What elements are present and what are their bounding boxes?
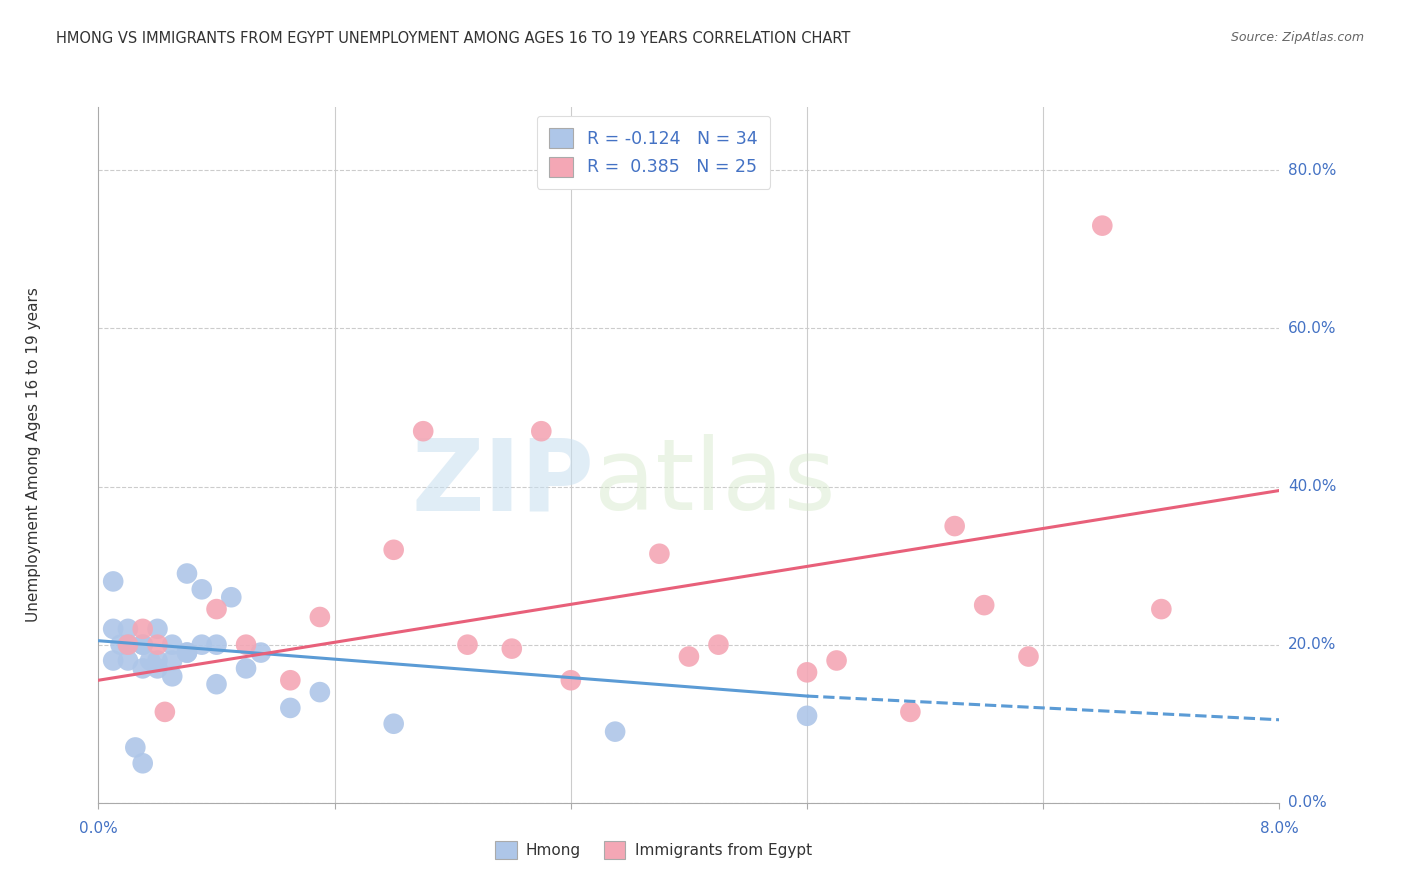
Point bbox=[382, 716, 405, 731]
Point bbox=[308, 685, 332, 699]
Point bbox=[117, 622, 139, 636]
Point bbox=[943, 519, 966, 533]
Text: 0.0%: 0.0% bbox=[79, 822, 118, 837]
Point bbox=[278, 673, 301, 688]
Point bbox=[605, 724, 627, 739]
Point bbox=[146, 638, 169, 652]
Point bbox=[205, 677, 228, 691]
Text: 8.0%: 8.0% bbox=[1260, 822, 1299, 837]
Point bbox=[412, 424, 434, 438]
Point bbox=[117, 653, 139, 667]
Point bbox=[648, 547, 671, 561]
Point bbox=[162, 653, 183, 667]
Point bbox=[308, 610, 332, 624]
Point bbox=[205, 602, 228, 616]
Text: HMONG VS IMMIGRANTS FROM EGYPT UNEMPLOYMENT AMONG AGES 16 TO 19 YEARS CORRELATIO: HMONG VS IMMIGRANTS FROM EGYPT UNEMPLOYM… bbox=[56, 31, 851, 46]
Point bbox=[530, 424, 553, 438]
Point bbox=[132, 638, 155, 652]
Point bbox=[898, 705, 921, 719]
Point bbox=[796, 665, 818, 680]
Text: 80.0%: 80.0% bbox=[1288, 163, 1336, 178]
Point bbox=[1017, 649, 1039, 664]
Point bbox=[235, 638, 257, 652]
Point bbox=[146, 653, 169, 667]
Point bbox=[103, 574, 124, 589]
Point bbox=[219, 591, 242, 605]
Point bbox=[191, 638, 214, 652]
Point bbox=[176, 646, 198, 660]
Point bbox=[382, 542, 405, 557]
Point bbox=[162, 669, 183, 683]
Point bbox=[235, 661, 257, 675]
Point bbox=[176, 646, 198, 660]
Legend: Hmong, Immigrants from Egypt: Hmong, Immigrants from Egypt bbox=[489, 835, 818, 864]
Point bbox=[191, 582, 214, 597]
Point bbox=[250, 646, 273, 660]
Point bbox=[176, 566, 198, 581]
Point bbox=[117, 638, 139, 652]
Point bbox=[205, 638, 228, 652]
Text: ZIP: ZIP bbox=[412, 434, 595, 532]
Point bbox=[139, 653, 162, 667]
Text: 20.0%: 20.0% bbox=[1288, 637, 1336, 652]
Point bbox=[132, 661, 155, 675]
Point bbox=[117, 638, 139, 652]
Text: 40.0%: 40.0% bbox=[1288, 479, 1336, 494]
Point bbox=[1091, 219, 1114, 233]
Point bbox=[1150, 602, 1173, 616]
Text: Unemployment Among Ages 16 to 19 years: Unemployment Among Ages 16 to 19 years bbox=[25, 287, 41, 623]
Point bbox=[132, 622, 155, 636]
Point bbox=[132, 756, 155, 771]
Point bbox=[707, 638, 730, 652]
Point bbox=[110, 638, 132, 652]
Text: 60.0%: 60.0% bbox=[1288, 321, 1336, 336]
Point bbox=[146, 622, 169, 636]
Point bbox=[153, 705, 176, 719]
Text: Source: ZipAtlas.com: Source: ZipAtlas.com bbox=[1230, 31, 1364, 45]
Point bbox=[124, 740, 146, 755]
Point bbox=[560, 673, 582, 688]
Point bbox=[278, 701, 301, 715]
Text: atlas: atlas bbox=[595, 434, 837, 532]
Point bbox=[456, 638, 478, 652]
Point bbox=[678, 649, 700, 664]
Point bbox=[501, 641, 523, 656]
Text: 0.0%: 0.0% bbox=[1288, 796, 1326, 810]
Point bbox=[103, 622, 124, 636]
Point bbox=[796, 708, 818, 723]
Point bbox=[825, 653, 848, 667]
Point bbox=[103, 653, 124, 667]
Point bbox=[973, 598, 995, 612]
Point bbox=[162, 638, 183, 652]
Point bbox=[146, 661, 169, 675]
Point bbox=[132, 638, 155, 652]
